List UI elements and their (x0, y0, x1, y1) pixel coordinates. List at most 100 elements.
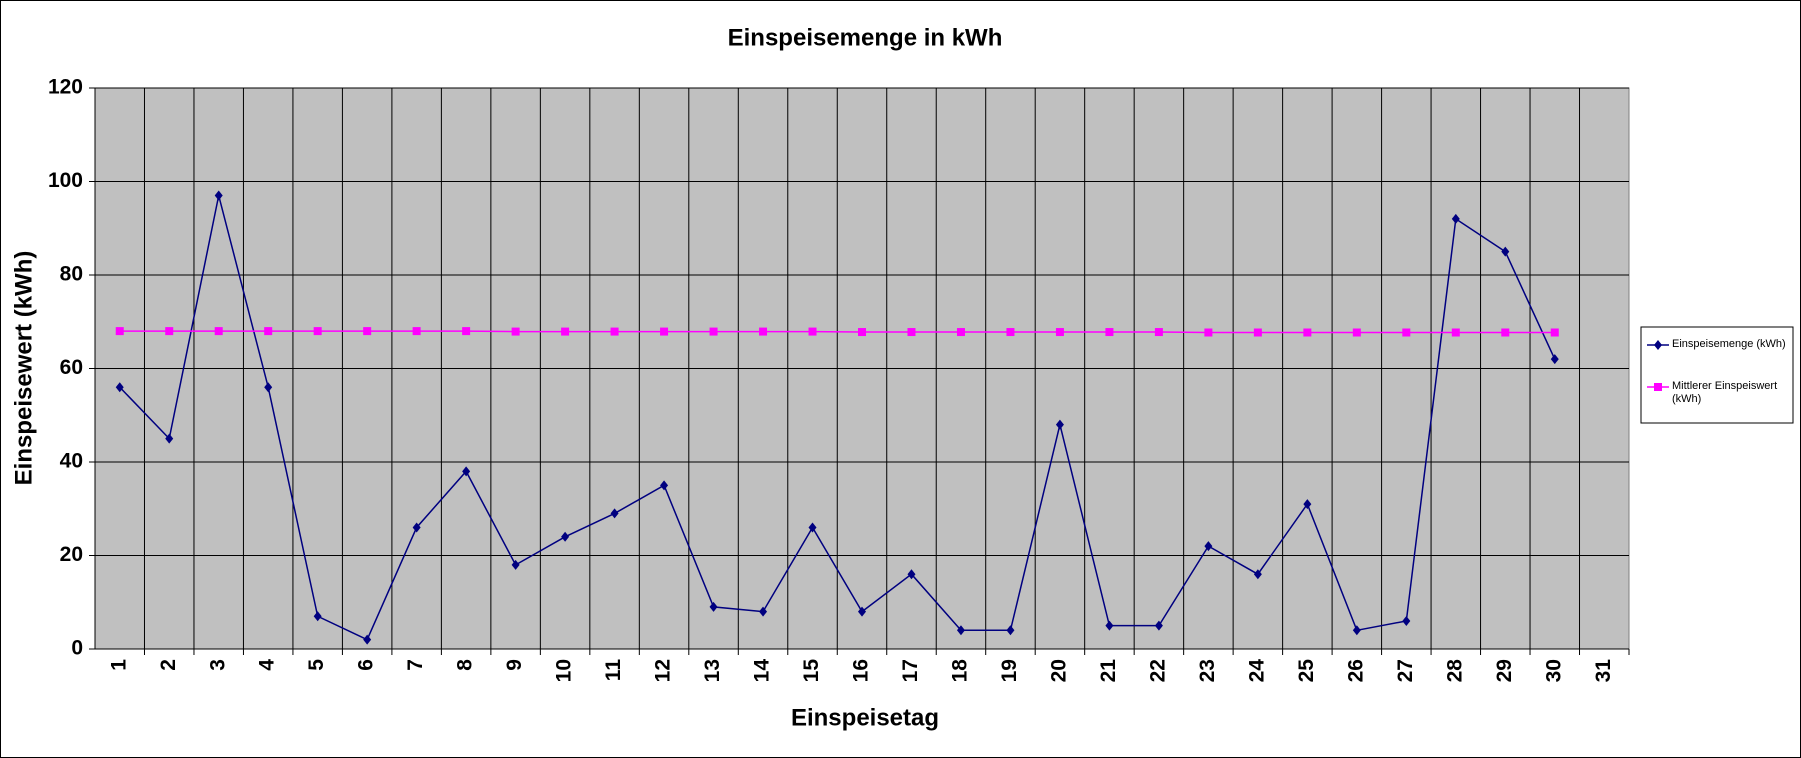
marker (1204, 328, 1213, 337)
marker (363, 634, 372, 645)
x-tick-label: 25 (1295, 659, 1318, 683)
x-tick-label: 5 (305, 659, 328, 671)
x-tick-label: 11 (602, 659, 625, 682)
x-tick-label: 12 (652, 659, 675, 682)
marker (956, 625, 965, 636)
marker (511, 327, 520, 336)
marker (610, 327, 619, 336)
y-tick-label: 120 (48, 76, 83, 99)
marker (759, 327, 768, 336)
x-tick-label: 6 (355, 659, 378, 671)
marker (1055, 328, 1064, 337)
marker (363, 327, 372, 336)
x-tick-label: 28 (1443, 659, 1466, 683)
series-line (119, 195, 1556, 641)
marker (660, 327, 669, 336)
marker (313, 327, 322, 336)
marker (1006, 625, 1015, 636)
marker (214, 190, 223, 201)
marker (858, 328, 866, 337)
y-tick-label: 20 (60, 543, 83, 566)
marker (808, 327, 817, 336)
x-tick-label: 22 (1146, 659, 1169, 682)
marker (1253, 569, 1262, 580)
marker (165, 327, 174, 336)
marker (1402, 615, 1411, 626)
marker (709, 601, 718, 612)
x-tick-label: 21 (1097, 659, 1120, 683)
marker (1402, 328, 1411, 337)
marker (907, 569, 916, 580)
marker (1154, 620, 1163, 631)
x-tick-label: 1 (107, 659, 130, 671)
marker (1154, 328, 1163, 337)
y-tick-label: 40 (60, 450, 83, 473)
marker (1501, 246, 1510, 257)
legend-marker (1654, 340, 1662, 350)
marker (1303, 499, 1312, 510)
x-tick-label: 15 (800, 659, 823, 683)
marker (1105, 328, 1114, 337)
marker (858, 606, 866, 617)
x-tick-label: 24 (1245, 659, 1268, 683)
x-axis-title: Einspeisetag (791, 704, 939, 731)
y-tick-label: 60 (60, 356, 83, 379)
marker (165, 433, 174, 444)
legend-label: Einspeisemenge (kWh) (1672, 338, 1786, 350)
marker (1501, 328, 1510, 337)
x-tick-label: 18 (949, 659, 972, 683)
x-tick-label: 19 (998, 659, 1021, 682)
x-tick-label: 17 (899, 659, 922, 682)
legend-box (1640, 326, 1794, 424)
marker (1352, 328, 1361, 337)
marker (214, 327, 223, 336)
legend-marker (1654, 383, 1662, 391)
marker (610, 508, 619, 519)
marker (1550, 328, 1559, 337)
marker (1550, 354, 1559, 365)
marker (115, 327, 124, 336)
chart-title: Einspeisemenge in kWh (728, 24, 1003, 51)
y-axis-title: Einspeisewert (kWh) (10, 251, 37, 486)
x-tick-label: 13 (701, 659, 724, 682)
marker (462, 327, 471, 336)
marker (1303, 328, 1312, 337)
x-tick-label: 4 (256, 659, 279, 671)
series-line (119, 330, 1555, 334)
x-tick-label: 23 (1196, 659, 1219, 682)
marker (412, 522, 421, 533)
marker (759, 606, 768, 617)
marker (1055, 419, 1064, 430)
marker (1105, 620, 1114, 631)
y-tick-label: 80 (60, 263, 83, 286)
y-tick-label: 0 (71, 637, 83, 660)
y-tick-label: 100 (48, 169, 83, 192)
marker (907, 328, 916, 337)
x-tick-label: 30 (1542, 659, 1565, 682)
marker (1451, 328, 1460, 337)
x-tick-label: 29 (1493, 659, 1516, 682)
x-tick-label: 8 (454, 659, 477, 671)
marker (115, 382, 124, 393)
x-tick-label: 26 (1344, 659, 1367, 682)
x-tick-label: 9 (503, 659, 526, 671)
x-tick-label: 27 (1394, 659, 1417, 682)
marker (1006, 328, 1015, 337)
marker (264, 327, 273, 336)
marker (709, 327, 718, 336)
x-tick-label: 3 (206, 659, 229, 671)
marker (1352, 625, 1361, 636)
marker (313, 611, 322, 622)
marker (264, 382, 273, 393)
marker (561, 327, 570, 336)
x-tick-label: 10 (553, 659, 576, 682)
marker (1253, 328, 1262, 337)
marker (412, 327, 421, 336)
x-tick-label: 2 (157, 659, 180, 671)
marker (462, 466, 471, 477)
marker (1451, 213, 1460, 224)
marker (511, 559, 520, 570)
marker (660, 480, 669, 491)
legend-label: Mittlerer Einspeiswert (kWh) (1672, 380, 1778, 405)
